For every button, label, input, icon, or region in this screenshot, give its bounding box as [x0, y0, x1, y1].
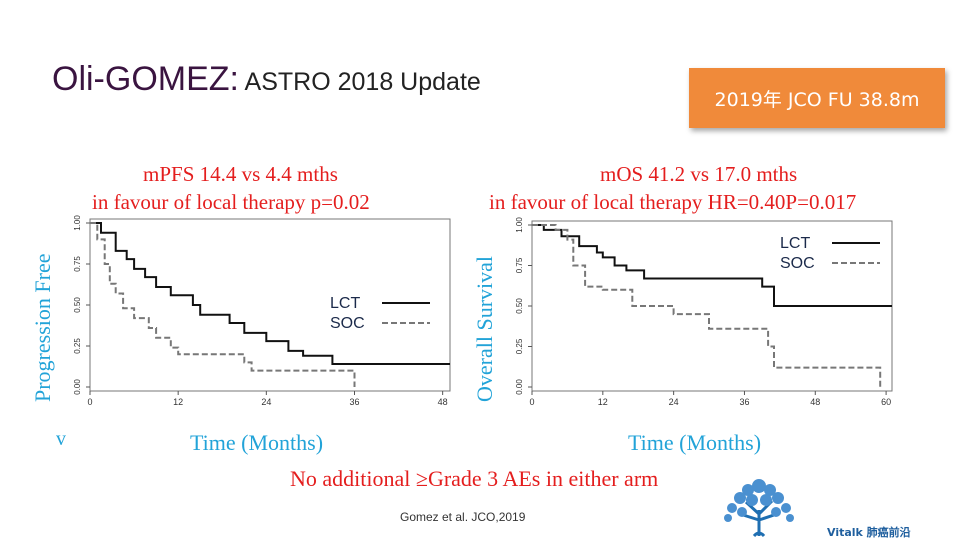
pfs-y-axis-label-fragment: v — [56, 428, 66, 450]
pfs-series-soc-line — [90, 222, 356, 387]
pfs-series-lct-line — [90, 222, 450, 365]
os-x-tick-label: 0 — [529, 397, 534, 407]
pfs-x-axis-label: Time (Months) — [190, 430, 324, 455]
slide-title: Oli-GOMEZ: ASTRO 2018 Update — [52, 60, 481, 99]
follow-up-badge: 2019年 JCO FU 38.8m — [689, 68, 945, 128]
pfs-legend-label: SOC — [330, 315, 365, 332]
os-legend-label: SOC — [780, 255, 815, 272]
os-y-tick-label: 0.75 — [515, 257, 524, 273]
os-series-lct-line — [532, 224, 892, 307]
os-series-soc-line — [532, 224, 882, 387]
os-x-tick-label: 24 — [669, 397, 679, 407]
os-x-tick-label: 60 — [881, 397, 891, 407]
os-y-tick-label: 1.00 — [515, 217, 524, 233]
brand-label: Vitalk 肺癌前沿 — [827, 526, 911, 539]
safety-footnote: No additional ≥Grade 3 AEs in either arm — [290, 466, 659, 491]
pfs-x-tick-label: 24 — [261, 397, 271, 407]
os-y-axis-label: Overall Survival — [472, 255, 497, 402]
pfs-x-tick-label: 36 — [349, 397, 359, 407]
pfs-y-tick-label: 0.00 — [73, 379, 82, 395]
pfs-x-tick-label: 0 — [87, 397, 92, 407]
os-x-tick-label: 48 — [810, 397, 820, 407]
os-x-tick-label: 36 — [739, 397, 749, 407]
os-legend-label: LCT — [780, 235, 810, 252]
os-y-tick-label: 0.00 — [515, 379, 524, 395]
vitalk-tree-logo — [724, 479, 794, 538]
pfs-legend-label: LCT — [330, 295, 360, 312]
os-x-tick-label: 12 — [598, 397, 608, 407]
pfs-y-tick-label: 0.75 — [73, 256, 82, 272]
pfs-y-tick-label: 0.25 — [73, 338, 82, 354]
pfs-y-axis-label: Progression Free — [30, 253, 55, 402]
os-chart-subtitle: in favour of local therapy HR=0.40P=0.01… — [489, 190, 857, 214]
pfs-kaplan-meier-chart: 0 12 24 36 48 0.00 0.25 0.50 0.75 1.00 LCT SOC — [73, 215, 451, 407]
os-x-axis-label: Time (Months) — [628, 430, 762, 455]
os-y-tick-label: 0.50 — [515, 298, 524, 314]
pfs-plot-frame — [89, 218, 451, 392]
title-main: Oli-GOMEZ: — [52, 60, 239, 98]
reference-citation: Gomez et al. JCO,2019 — [400, 510, 526, 524]
os-chart-title: mOS 41.2 vs 17.0 mths — [600, 162, 798, 186]
os-y-tick-label: 0.25 — [515, 338, 524, 354]
pfs-x-tick-label: 48 — [438, 397, 448, 407]
pfs-chart-subtitle: in favour of local therapy p=0.02 — [92, 190, 370, 214]
pfs-chart-title: mPFS 14.4 vs 4.4 mths — [143, 162, 338, 186]
pfs-y-tick-label: 0.50 — [73, 297, 82, 313]
os-kaplan-meier-chart: 0 12 24 36 48 60 0.00 0.25 0.50 0.75 1.00 LCT SOC — [515, 217, 893, 407]
pfs-x-tick-label: 12 — [173, 397, 183, 407]
title-sub: ASTRO 2018 Update — [238, 68, 481, 96]
pfs-y-tick-label: 1.00 — [73, 215, 82, 231]
